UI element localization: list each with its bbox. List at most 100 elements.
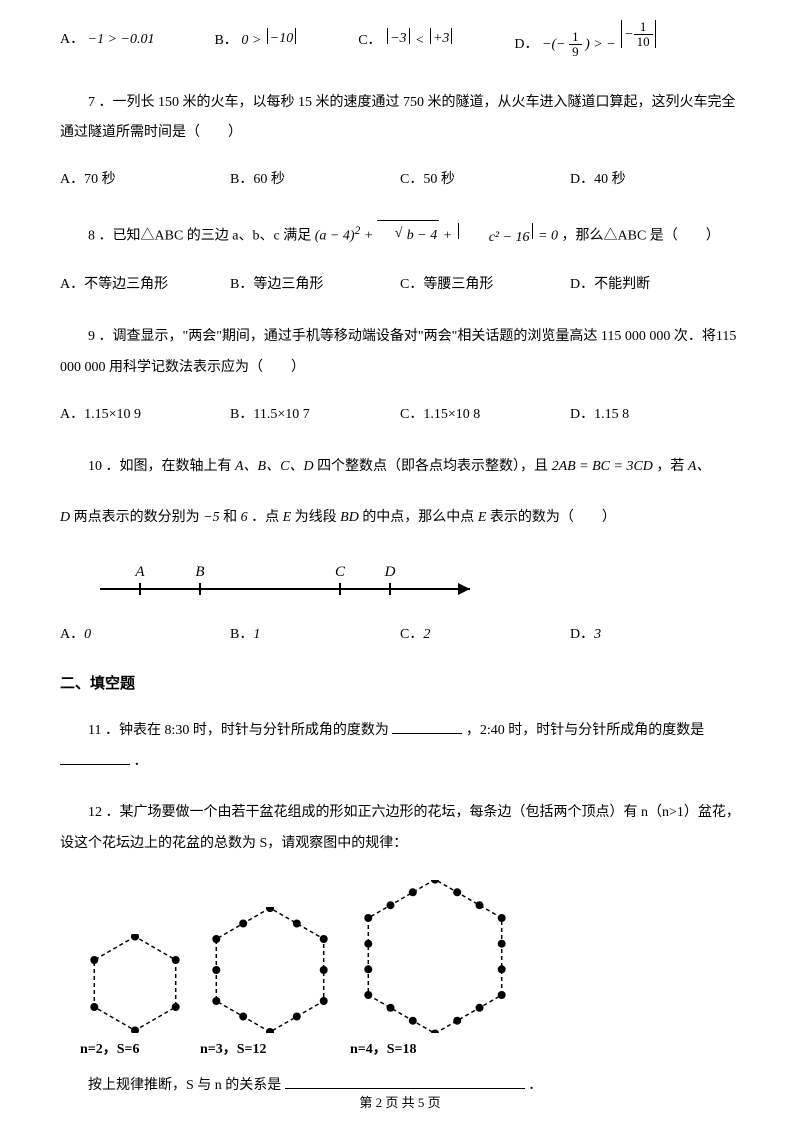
q8-b: B．等边三角形 (230, 274, 400, 296)
sqrt-expr: b − 4 (377, 220, 439, 252)
blank2 (60, 751, 130, 765)
six: 6 (241, 510, 248, 525)
hex-item: n=3，S=12 (200, 907, 340, 1061)
opt-text-pre: 0 > (241, 33, 264, 48)
q7-d: D．40 秒 (570, 169, 740, 191)
p3: ． (134, 754, 148, 769)
post: ． (528, 1078, 542, 1093)
pre: 按上规律推断，S 与 n 的关系是 (88, 1078, 281, 1093)
q8-text: 8 ．已知△ABC 的三边 a、b、c 满足 (a − 4)2 + b − 4 … (60, 218, 740, 254)
q12-text: 12 ．某广场要做一个由若干盆花组成的形如正六边形的花坛，每条边（包括两个顶点）… (60, 798, 740, 860)
val: 2 (423, 627, 430, 642)
hex-caption: n=2，S=6 (80, 1039, 190, 1061)
q12-hexagons: n=2，S=6 n=3，S=12 n=4，S=18 (80, 880, 740, 1061)
mid: ) > − (585, 37, 616, 52)
mid: < (415, 33, 428, 48)
q7-a: A．70 秒 (60, 169, 230, 191)
abs-inner: c² − 16 (461, 223, 530, 254)
q9-d: D．1.15 8 (570, 404, 740, 426)
q10-b: B．1 (230, 624, 400, 646)
q7-b: B．60 秒 (230, 169, 400, 191)
abs-frac: −110 (619, 20, 657, 50)
q8-a: A．不等边三角形 (60, 274, 230, 296)
abs-expr: −10 (265, 28, 298, 50)
q9-c: C．1.15×10 8 (400, 404, 570, 426)
abs-inner: −10 (270, 28, 293, 50)
frac2: 110 (634, 20, 653, 50)
t: 的中点，那么中点 (362, 510, 474, 525)
q9-b: B．11.5×10 7 (230, 404, 400, 426)
plus2: + (443, 228, 456, 243)
pre: −(− (542, 37, 566, 52)
lbl: A． (60, 627, 84, 642)
neg: − (624, 24, 633, 46)
t: 和 (223, 510, 237, 525)
axis-D: D (384, 564, 396, 580)
abs2: +3 (428, 28, 454, 50)
p1: 11 ．钟表在 8:30 时，时针与分针所成角的度数为 (88, 723, 389, 738)
frac1: 19 (569, 30, 582, 60)
opt-text: −1 > −0.01 (88, 32, 155, 47)
mid1: 四个整数点（即各点均表示整数），且 (317, 459, 548, 474)
number-line-svg: A B C D (90, 554, 490, 604)
q8-d: D．不能判断 (570, 274, 740, 296)
q10-c: C．2 (400, 624, 570, 646)
letters1: A、B、C、D (235, 459, 314, 474)
letters2: A、 (688, 459, 711, 474)
eq: = 0 (538, 228, 558, 243)
hex-item: n=2，S=6 (80, 934, 190, 1061)
section-2-title: 二、填空题 (60, 672, 740, 696)
num: 1 (634, 20, 653, 35)
axis-B: B (195, 564, 204, 580)
q6-options: A． −1 > −0.01 B． 0 > −10 C． −3 < +3 D． −… (60, 20, 740, 60)
t: ．点 (251, 510, 279, 525)
opt-label: A． (60, 32, 84, 47)
abs-inner: +3 (433, 28, 449, 50)
q10-text: 10 ．如图，在数轴上有 A、B、C、D 四个整数点（即各点均表示整数），且 2… (60, 452, 740, 483)
opt-label: D． (514, 37, 538, 52)
neg5: −5 (203, 510, 219, 525)
q6-opt-a: A． −1 > −0.01 (60, 29, 154, 51)
val: 3 (594, 627, 601, 642)
mid2: ，若 (656, 459, 684, 474)
val: 0 (84, 627, 91, 642)
q8-post: ，那么△ABC 是（ ） (562, 228, 720, 243)
q10-a: A．0 (60, 624, 230, 646)
opt-label: B． (214, 33, 237, 48)
q8-c: C．等腰三角形 (400, 274, 570, 296)
q8-pre: 8 ．已知△ABC 的三边 a、b、c 满足 (88, 228, 311, 243)
BD: BD (340, 510, 359, 525)
q7-text: 7 ．一列长 150 米的火车，以每秒 15 米的速度通过 750 米的隧道，从… (60, 88, 740, 150)
blank (285, 1075, 525, 1089)
blank1 (392, 720, 462, 734)
den: 10 (634, 35, 653, 49)
lbl: B． (230, 627, 253, 642)
pre: 10 ．如图，在数轴上有 (88, 459, 232, 474)
q9-options: A．1.15×10 9 B．11.5×10 7 C．1.15×10 8 D．1.… (60, 404, 740, 426)
E: E (283, 510, 292, 525)
expr-a: (a − 4) (315, 228, 355, 243)
opt-label: C． (358, 33, 381, 48)
abs-expr: c² − 16 (456, 223, 535, 254)
q7-c: C．50 秒 (400, 169, 570, 191)
den: 9 (569, 45, 582, 59)
lbl: D． (570, 627, 594, 642)
q6-opt-c: C． −3 < +3 (358, 28, 454, 52)
q9-text: 9 ．调查显示，"两会"期间，通过手机等移动端设备对"两会"相关话题的浏览量高达… (60, 322, 740, 384)
t: 为线段 (295, 510, 337, 525)
lbl: C． (400, 627, 423, 642)
p2: ，2:40 时，时针与分针所成角的度数是 (466, 723, 704, 738)
axis-C: C (335, 564, 346, 580)
hexagon-svg (200, 907, 340, 1033)
E: E (478, 510, 487, 525)
t: 表示的数为（ ） (490, 510, 616, 525)
page-footer: 第 2 页 共 5 页 (0, 1093, 800, 1114)
hexagon-svg (350, 880, 520, 1033)
q10-options: A．0 B．1 C．2 D．3 (60, 624, 740, 646)
expr-pow: 2 (355, 224, 361, 237)
val: 1 (253, 627, 260, 642)
q10-number-line: A B C D (90, 554, 740, 604)
t: 两点表示的数分别为 (74, 510, 200, 525)
q8-options: A．不等边三角形 B．等边三角形 C．等腰三角形 D．不能判断 (60, 274, 740, 296)
hex-caption: n=3，S=12 (200, 1039, 340, 1061)
